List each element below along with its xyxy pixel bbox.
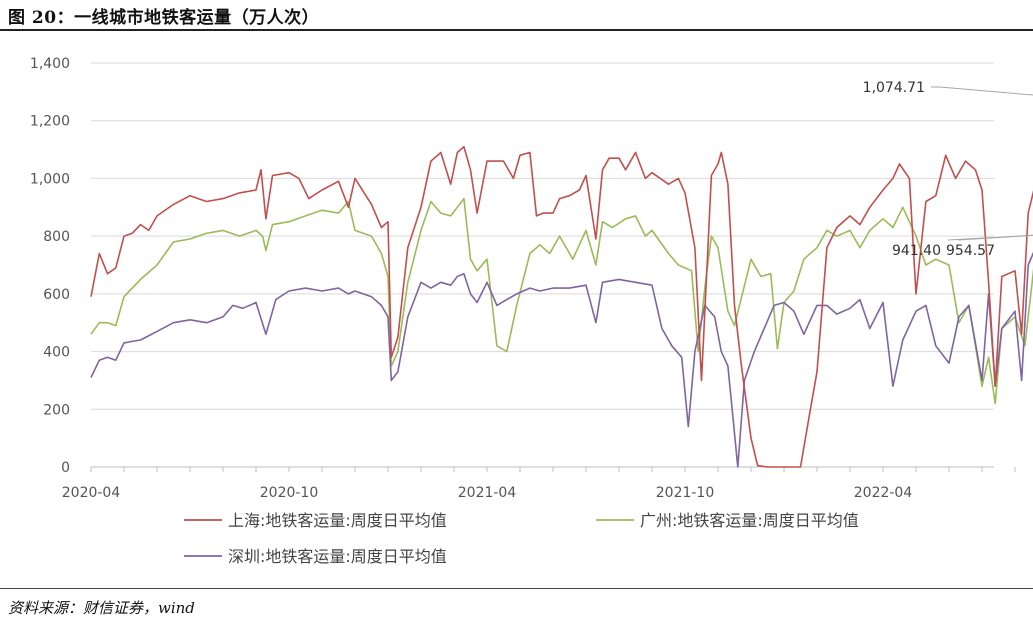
x-tick-label: 2020-10 (260, 485, 319, 501)
annotation-label: 954.57 (946, 243, 995, 259)
annotation-leader (957, 234, 1033, 241)
y-tick-label: 1,000 (30, 171, 70, 187)
annotation-leader (931, 86, 1033, 96)
annotation-leader (947, 234, 1033, 241)
y-tick-label: 1,200 (30, 114, 70, 130)
annotations: 1,074.71 941.40 954.57 (863, 80, 1033, 259)
y-tick-label: 400 (43, 345, 70, 361)
legend-label: 深圳:地铁客运量:周度日平均值 (228, 547, 447, 566)
y-tick-label: 600 (43, 287, 70, 303)
series-line-0 (90, 145, 1033, 468)
x-axis: 2020-042020-102021-042021-102022-042022-… (62, 466, 1016, 501)
series-group (90, 145, 1033, 468)
x-tick-label: 2021-10 (656, 485, 715, 501)
y-tick-label: 0 (61, 460, 70, 476)
y-tick-label: 200 (43, 402, 70, 418)
y-axis: 0 200 400 600 800 1,000 1,200 1,400 (30, 56, 70, 476)
x-tick-label: 2022-04 (854, 485, 913, 501)
y-tick-label: 800 (43, 229, 70, 245)
series-line-1 (90, 197, 1033, 405)
x-tick-label: 2020-04 (62, 485, 121, 501)
x-tick-label: 2021-04 (458, 485, 517, 501)
legend-label: 上海:地铁客运量:周度日平均值 (228, 511, 447, 530)
annotation-label: 941.40 (892, 243, 941, 259)
figure-title: 图 20：一线城市地铁客运量（万人次） (8, 8, 320, 28)
bottom-rule (0, 588, 1033, 589)
legend: 上海:地铁客运量:周度日平均值 广州:地铁客运量:周度日平均值深圳:地铁客运量:周… (184, 511, 859, 566)
y-tick-label: 1,400 (30, 56, 70, 72)
source-note: 资料来源：财信证券，wind (8, 599, 195, 617)
annotation-label: 1,074.71 (863, 80, 925, 96)
legend-label: 广州:地铁客运量:周度日平均值 (640, 511, 859, 530)
series-line-2 (90, 251, 1033, 468)
top-rule (0, 29, 1033, 31)
grid-lines (91, 62, 994, 410)
